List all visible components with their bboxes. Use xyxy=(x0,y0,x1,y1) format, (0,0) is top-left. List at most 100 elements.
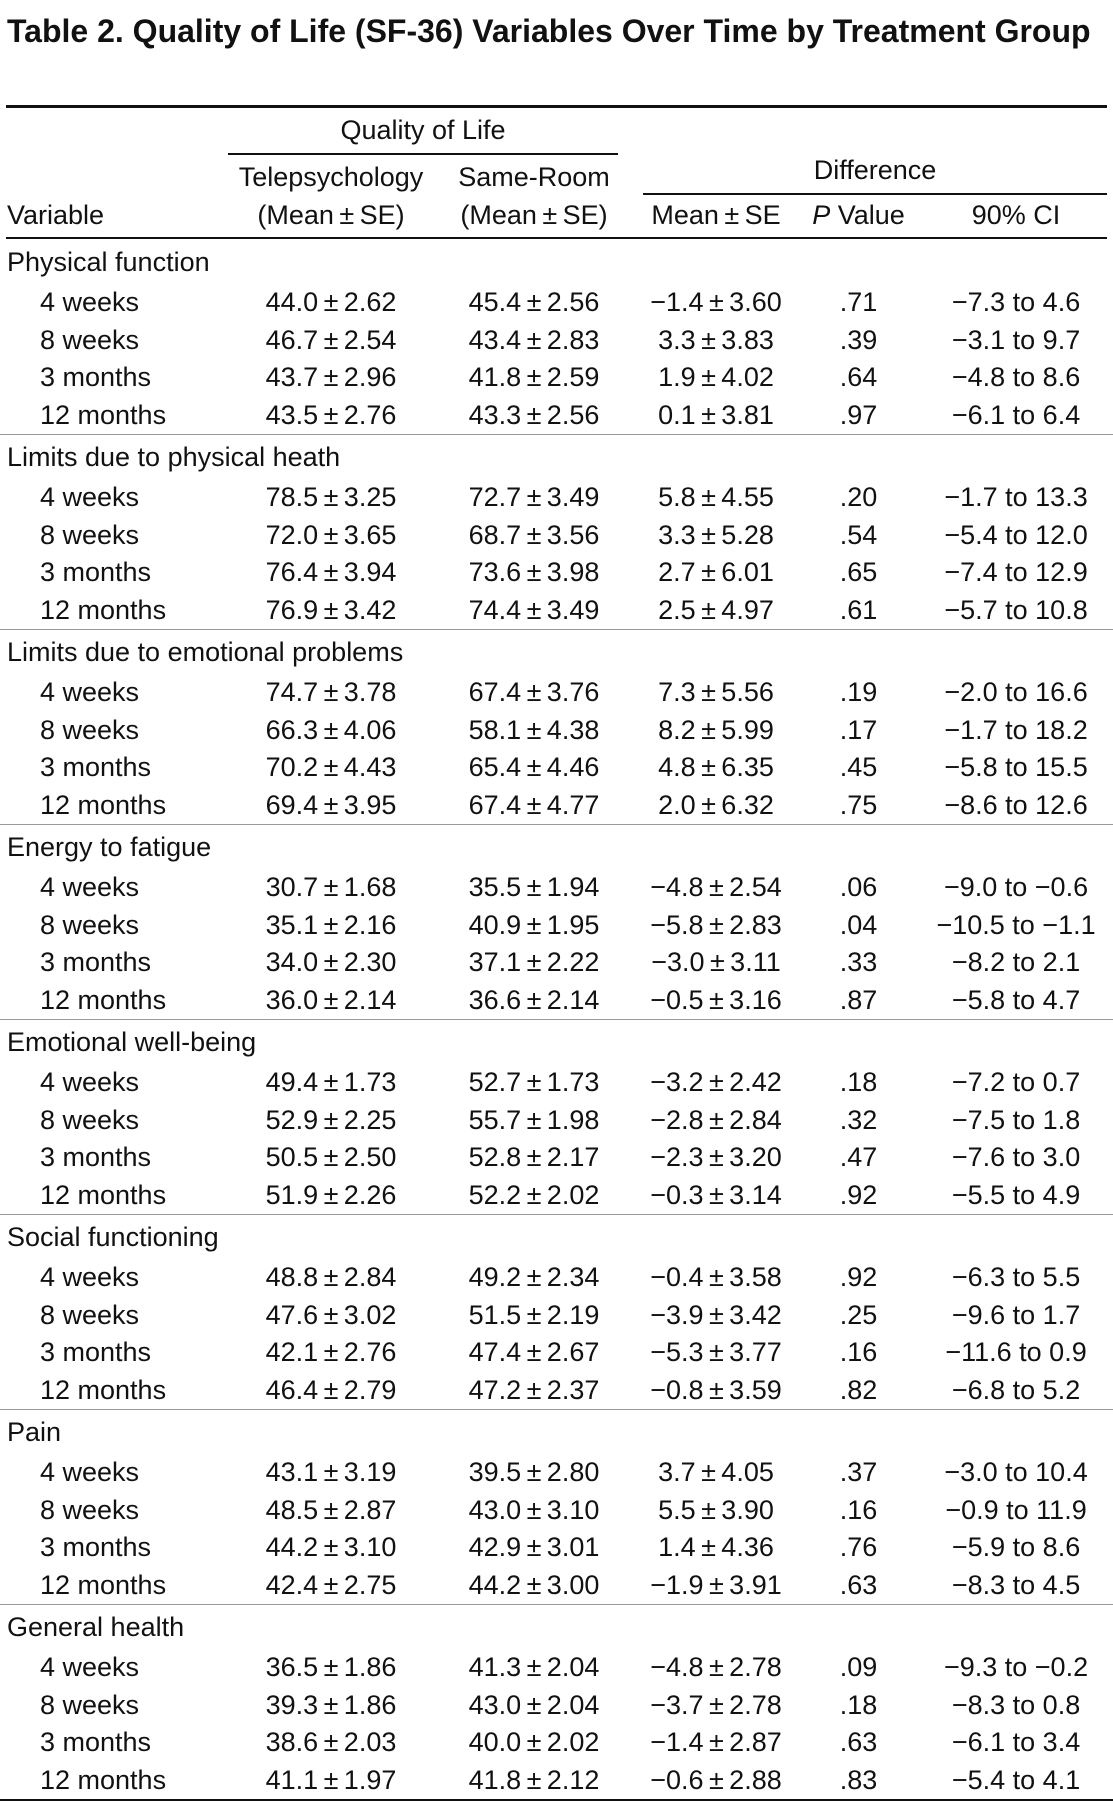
group-row: Physical function xyxy=(0,240,1113,284)
column-group: Quality of Life xyxy=(340,115,506,145)
group-row: Emotional well-being xyxy=(0,1019,1113,1064)
same-room: 43.0 ± 2.04 xyxy=(468,1689,600,1720)
telepsychology: 43.5 ± 2.76 xyxy=(265,399,397,430)
time-point: 3 months xyxy=(40,947,152,978)
p-value: .39 xyxy=(839,324,878,355)
ci: −5.7 to 10.8 xyxy=(944,594,1088,625)
time-point: 4 weeks xyxy=(40,1262,140,1293)
data-row: 3 months 38.6 ± 2.03 40.0 ± 2.02 −1.4 ± 2.8… xyxy=(0,1724,1113,1762)
p-value: .83 xyxy=(798,1761,919,1801)
telepsychology: 41.1 ± 1.97 xyxy=(228,1761,434,1801)
time-point: 12 months xyxy=(40,1179,167,1210)
p-value: .16 xyxy=(839,1494,878,1525)
same-room: 72.7 ± 3.49 xyxy=(468,482,600,513)
telepsychology: 38.6 ± 2.03 xyxy=(265,1727,397,1758)
column-header: Telepsychology xyxy=(238,162,424,192)
same-room: 52.7 ± 1.73 xyxy=(468,1067,600,1098)
ci: −6.8 to 5.2 xyxy=(951,1374,1081,1405)
ci: −8.3 to 4.5 xyxy=(951,1569,1081,1600)
telepsychology: 43.7 ± 2.96 xyxy=(265,362,397,393)
rule xyxy=(228,153,618,155)
time-point: 8 weeks xyxy=(40,1104,140,1135)
time-point: 4 weeks xyxy=(40,872,140,903)
data-row: 12 months 69.4 ± 3.95 67.4 ± 4.77 2.0 ± 6.3… xyxy=(0,787,1113,825)
telepsychology: 44.2 ± 3.10 xyxy=(265,1532,397,1563)
same-room: 43.0 ± 3.10 xyxy=(468,1494,600,1525)
time-point: 4 weeks xyxy=(40,1067,140,1098)
data-row: 4 weeks 30.7 ± 1.68 35.5 ± 1.94 −4.8 ± 2.54… xyxy=(0,869,1113,907)
telepsychology: 35.1 ± 2.16 xyxy=(265,909,397,940)
same-room: 65.4 ± 4.46 xyxy=(468,752,600,783)
data-row: 3 months 42.1 ± 2.76 47.4 ± 2.67 −5.3 ± 3.7… xyxy=(0,1334,1113,1372)
p-value: .06 xyxy=(839,872,878,903)
p-value: .20 xyxy=(839,482,878,513)
data-row: 3 months 50.5 ± 2.50 52.8 ± 2.17 −2.3 ± 3.2… xyxy=(0,1139,1113,1177)
ci: −9.0 to −0.6 xyxy=(943,872,1089,903)
p-value: .65 xyxy=(839,557,878,588)
time-point: 4 weeks xyxy=(40,287,140,318)
p-value: .37 xyxy=(839,1457,878,1488)
p-value: .18 xyxy=(839,1067,878,1098)
ci: −10.5 to −1.1 xyxy=(936,909,1096,940)
p-value: .76 xyxy=(839,1532,878,1563)
ci: −5.5 to 4.9 xyxy=(951,1179,1081,1210)
telepsychology: 30.7 ± 1.68 xyxy=(265,872,397,903)
group-row: Limits due to emotional problems xyxy=(0,629,1113,674)
telepsychology: 76.9 ± 3.42 xyxy=(265,594,397,625)
ci: −2.0 to 16.6 xyxy=(944,677,1088,708)
difference-mean: −5.8 ± 2.83 xyxy=(650,909,782,940)
data-row: 3 months 44.2 ± 3.10 42.9 ± 3.01 1.4 ± 4.36… xyxy=(0,1529,1113,1567)
ci: −5.4 to 4.1 xyxy=(919,1761,1113,1801)
ci: −7.2 to 0.7 xyxy=(951,1067,1081,1098)
telepsychology: 36.0 ± 2.14 xyxy=(265,984,397,1015)
time-point: 4 weeks xyxy=(40,1652,140,1683)
telepsychology: 44.0 ± 2.62 xyxy=(265,287,397,318)
difference-mean: −5.3 ± 3.77 xyxy=(650,1337,782,1368)
ci: −6.1 to 6.4 xyxy=(951,399,1081,430)
rule xyxy=(6,237,1107,239)
p-value: .71 xyxy=(839,287,878,318)
ci: −11.6 to 0.9 xyxy=(945,1337,1087,1368)
group-label: Limits due to physical heath xyxy=(0,434,1113,479)
telepsychology: 76.4 ± 3.94 xyxy=(265,557,397,588)
group-row: General health xyxy=(0,1604,1113,1649)
ci: −5.4 to 12.0 xyxy=(944,519,1088,550)
time-point: 8 weeks xyxy=(40,519,140,550)
time-point: 4 weeks xyxy=(40,482,140,513)
difference-mean: −3.7 ± 2.78 xyxy=(650,1689,782,1720)
time-point: 12 months xyxy=(40,984,167,1015)
column-header: Same-Room xyxy=(458,162,610,192)
ci: −3.1 to 9.7 xyxy=(951,324,1081,355)
difference-mean: −2.3 ± 3.20 xyxy=(650,1142,782,1173)
time-point: 3 months xyxy=(40,1532,152,1563)
ci: −7.5 to 1.8 xyxy=(951,1104,1081,1135)
difference-mean: −4.8 ± 2.78 xyxy=(650,1652,782,1683)
column-group: Difference xyxy=(813,155,937,185)
ci: −8.6 to 12.6 xyxy=(944,789,1088,820)
time-point: 8 weeks xyxy=(40,1494,140,1525)
p-rest: Value xyxy=(837,200,905,230)
same-room: 44.2 ± 3.00 xyxy=(468,1569,600,1600)
telepsychology: 70.2 ± 4.43 xyxy=(265,752,397,783)
time-point: 3 months xyxy=(40,557,152,588)
same-room: 43.3 ± 2.56 xyxy=(468,399,600,430)
column-header: Mean ± SE xyxy=(651,200,781,230)
telepsychology: 46.4 ± 2.79 xyxy=(265,1374,397,1405)
ci: −0.9 to 11.9 xyxy=(945,1494,1087,1525)
data-row: 12 months 42.4 ± 2.75 44.2 ± 3.00 −1.9 ± 3.… xyxy=(0,1567,1113,1605)
same-room: 42.9 ± 3.01 xyxy=(468,1532,600,1563)
difference-mean: 2.5 ± 4.97 xyxy=(658,594,774,625)
ci: −5.8 to 4.7 xyxy=(951,984,1081,1015)
telepsychology: 34.0 ± 2.30 xyxy=(265,947,397,978)
column-header: (Mean ± SE) xyxy=(257,200,405,230)
ci: −1.7 to 18.2 xyxy=(944,714,1088,745)
difference-mean: 3.7 ± 4.05 xyxy=(658,1457,774,1488)
data-row: 3 months 43.7 ± 2.96 41.8 ± 2.59 1.9 ± 4.02… xyxy=(0,359,1113,397)
difference-mean: −2.8 ± 2.84 xyxy=(650,1104,782,1135)
telepsychology: 72.0 ± 3.65 xyxy=(265,519,397,550)
column-header: 90% CI xyxy=(971,200,1061,230)
time-point: 3 months xyxy=(40,1727,152,1758)
same-room: 52.8 ± 2.17 xyxy=(468,1142,600,1173)
telepsychology: 69.4 ± 3.95 xyxy=(265,789,397,820)
table-body: Physical function 4 weeks 44.0 ± 2.62 45.4 … xyxy=(0,240,1113,1801)
